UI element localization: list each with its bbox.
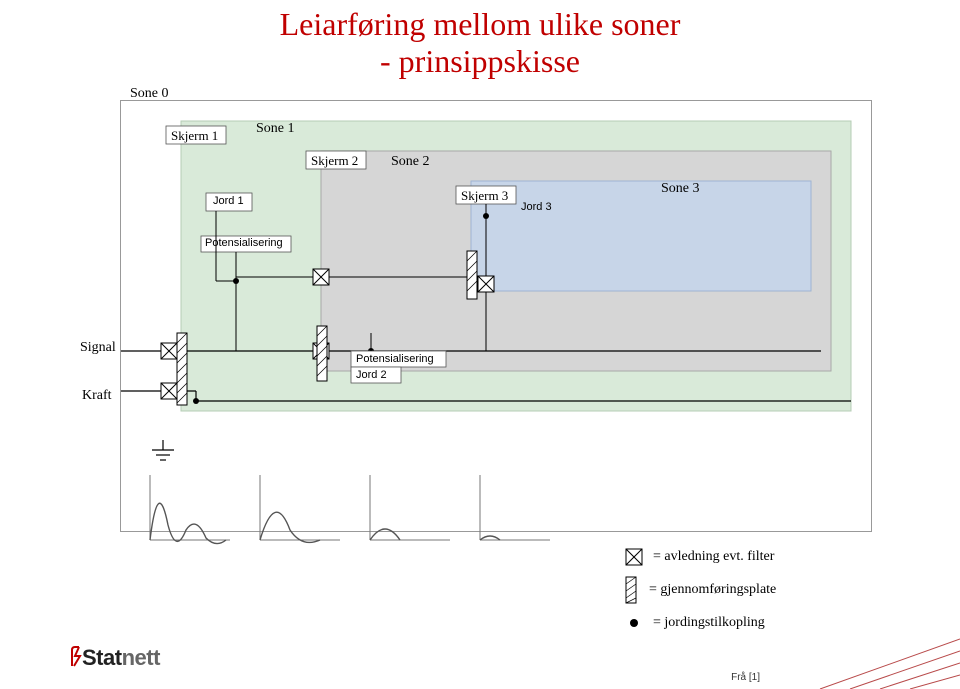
legend-jording-text: = jordingstilkopling <box>653 615 765 631</box>
diagram-container: Sone 1 Sone 2 Sone 3 Skjerm 1 Skjerm 2 S… <box>120 100 872 532</box>
plate-icon <box>625 576 639 604</box>
footer-ref: Frå [1] <box>731 672 760 683</box>
title-line-1: Leiarføring mellom ulike soner <box>280 6 681 42</box>
skjerm3-label: Skjerm 3 <box>461 188 508 204</box>
pot2-label: Potensialisering <box>356 353 434 365</box>
sone2-label: Sone 2 <box>391 154 430 170</box>
kraft-label: Kraft <box>82 388 112 404</box>
legend-plate-text: = gjennomføringsplate <box>649 582 776 598</box>
page-title: Leiarføring mellom ulike soner - prinsip… <box>0 0 960 80</box>
crossbox-signal-1 <box>161 343 177 359</box>
jord2-label: Jord 2 <box>356 369 387 381</box>
logo-text-a: Stat <box>82 645 122 670</box>
sone3-rect <box>471 181 811 291</box>
logo-text-b: nett <box>122 645 160 670</box>
diagram-svg <box>121 101 871 531</box>
legend-avledning: = avledning evt. filter <box>625 548 905 566</box>
crossbox-jord3 <box>478 276 494 292</box>
crossbox-icon <box>625 548 643 566</box>
plate-skjerm1 <box>177 333 187 405</box>
plate-skjerm3 <box>467 251 477 299</box>
corner-accent-icon <box>780 619 960 689</box>
plate-skjerm2 <box>317 326 327 381</box>
logo-mark-icon <box>70 646 82 668</box>
waveforms <box>140 470 560 550</box>
pot1-label: Potensialisering <box>205 237 283 249</box>
sone1-label: Sone 1 <box>256 121 295 137</box>
skjerm2-label: Skjerm 2 <box>311 153 358 169</box>
pe-ground-icon <box>148 440 178 470</box>
signal-label: Signal <box>80 340 116 356</box>
jord1-label: Jord 1 <box>213 195 244 207</box>
logo: Statnett <box>70 645 160 671</box>
legend-plate: = gjennomføringsplate <box>625 576 905 604</box>
skjerm1-label: Skjerm 1 <box>171 128 218 144</box>
sone3-label: Sone 3 <box>661 181 700 197</box>
legend-avledning-text: = avledning evt. filter <box>653 549 774 565</box>
dot-icon <box>625 614 643 632</box>
crossbox-kraft-1 <box>161 383 177 399</box>
title-line-2: - prinsippskisse <box>380 43 580 79</box>
jord3-label: Jord 3 <box>521 201 552 213</box>
crossbox-upper-2 <box>313 269 329 285</box>
